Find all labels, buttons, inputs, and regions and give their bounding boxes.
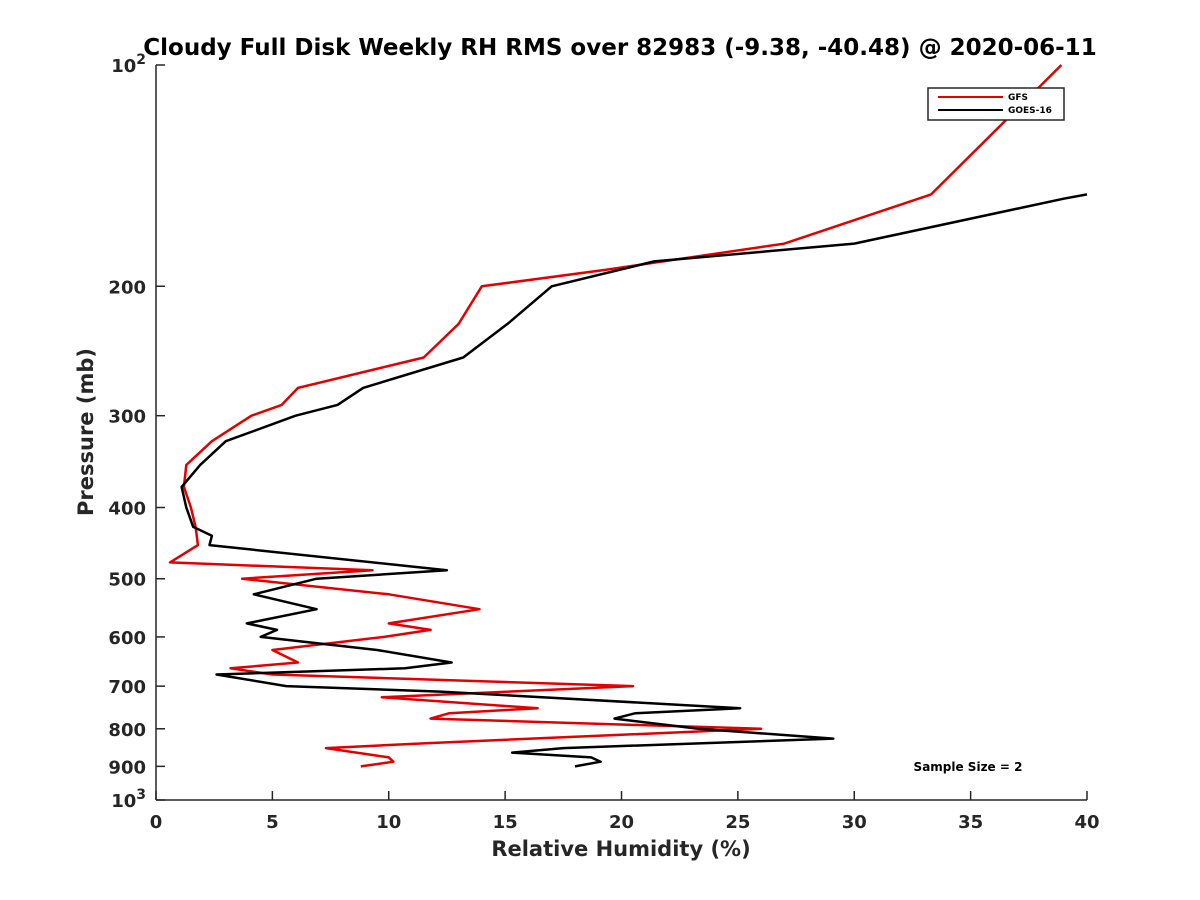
series-line-gfs (168, 64, 1063, 768)
y-tick-label: 103 (111, 787, 146, 812)
y-tick-label: 600 (108, 628, 146, 649)
x-tick-label: 5 (266, 812, 279, 833)
x-tick-label: 30 (842, 812, 867, 833)
y-tick-label-base: 10 (111, 791, 136, 812)
series-line-goes16 (180, 193, 1088, 768)
y-tick-label: 700 (108, 677, 146, 698)
y-tick-label: 400 (108, 499, 146, 520)
y-tick-label-exponent: 2 (136, 52, 146, 68)
y-tick-label: 300 (108, 407, 146, 428)
series-layer (168, 64, 1088, 768)
chart-title: Cloudy Full Disk Weekly RH RMS over 8298… (143, 35, 1096, 61)
legend: GFS GOES-16 (927, 87, 1065, 121)
x-axis-label: Relative Humidity (%) (491, 837, 750, 861)
y-tick-label: 200 (108, 277, 146, 298)
x-ticks: 0 5 10 15 20 25 30 35 40 (150, 791, 1100, 833)
x-tick-label: 20 (609, 812, 634, 833)
y-axis-label: Pressure (mb) (74, 348, 98, 516)
x-tick-label: 25 (725, 812, 750, 833)
x-tick-label: 35 (958, 812, 983, 833)
y-tick-label: 900 (108, 757, 146, 778)
legend-box (927, 87, 1065, 121)
y-tick-label: 500 (108, 570, 146, 591)
x-tick-label: 0 (150, 812, 163, 833)
y-tick-label: 102 (111, 52, 146, 77)
plot-area: 0 5 10 15 20 25 30 35 40 10220030040050060070080… (108, 52, 1099, 833)
x-tick-label: 10 (376, 812, 401, 833)
y-tick-label: 800 (108, 720, 146, 741)
legend-label-goes16: GOES-16 (1008, 106, 1052, 116)
x-tick-label: 40 (1074, 812, 1099, 833)
x-tick-label: 15 (493, 812, 518, 833)
sample-size-annotation: Sample Size = 2 (914, 760, 1023, 774)
legend-label-gfs: GFS (1008, 93, 1028, 103)
y-tick-label-base: 10 (111, 56, 136, 77)
y-tick-label-exponent: 3 (136, 787, 146, 803)
